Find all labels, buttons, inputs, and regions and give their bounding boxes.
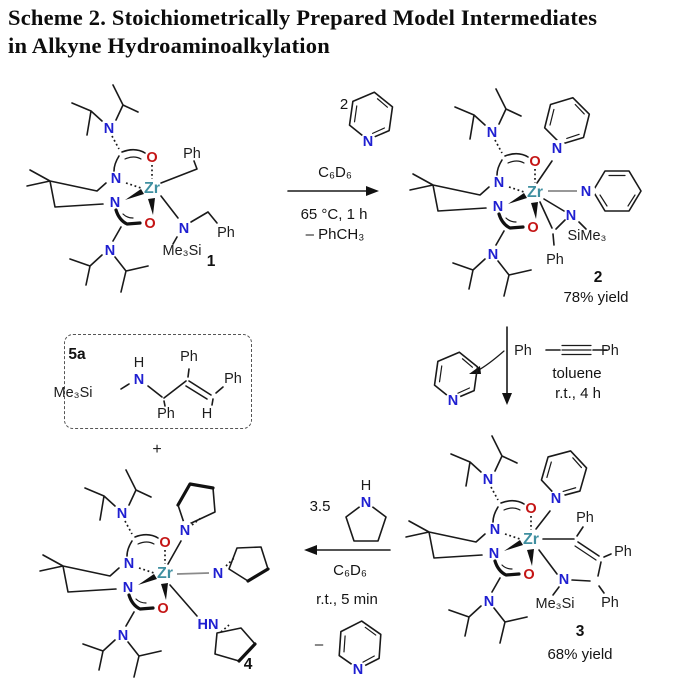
ph-label-c3: Ph: [601, 595, 619, 611]
structure-4-zr-tris-pyrrolidine-complex: N N HN 4: [38, 468, 270, 679]
pyridine-n-label: N: [363, 134, 373, 150]
pyridine-ligand-top: [540, 92, 594, 150]
trimethylsilyl-label: Me₃Si: [54, 385, 93, 401]
pyridine-n-label: N: [551, 491, 561, 507]
arrowhead-byproduct: [469, 366, 481, 374]
byproduct-label: – PhCH₃: [306, 226, 365, 243]
triple-bond: [561, 344, 592, 356]
pyrrolidine-h-label: H: [361, 478, 371, 494]
pyrrolidide-ring-top: [177, 483, 216, 527]
compound-2-number: 2: [594, 269, 603, 286]
compound-5a-number: 5a: [68, 346, 86, 363]
scheme-title-line1: Scheme 2. Stoichiometrically Prepared Mo…: [8, 5, 598, 30]
alkyne-ph-left: Ph: [514, 343, 532, 359]
trimethylsilyl-label: Me₃Si: [536, 596, 575, 612]
silyl-label: SiMe₃: [568, 228, 607, 244]
structure-3-azazirconacycle-complex: N Ph Ph Ph N Me₃Si 3 68% yield: [404, 434, 632, 663]
zr-core-use: [38, 468, 175, 679]
zr-core-use: [404, 434, 541, 645]
compound-3-number: 3: [576, 623, 585, 640]
zr-core-use: [408, 87, 545, 298]
arrowhead-left: [304, 545, 317, 555]
equivalents-label: 3.5: [310, 498, 331, 515]
pyrrolidide-ring-right: [228, 546, 269, 582]
conditions-label: 65 °C, 1 h: [301, 206, 368, 223]
metallacycle-n-label: N: [559, 572, 569, 588]
ph-label-top: Ph: [180, 349, 198, 365]
trimethylsilyl-label: Me₃Si: [163, 243, 202, 259]
ph-label-c2: Ph: [614, 544, 632, 560]
scheme-title-line2: in Alkyne Hydroaminoalkylation: [8, 33, 330, 58]
nh-h-label: H: [134, 355, 144, 371]
solvent-label: toluene: [552, 365, 601, 382]
conditions-label: r.t., 5 min: [316, 591, 378, 608]
compound-3-yield: 68% yield: [547, 646, 612, 663]
solvent-label: C₆D₆: [333, 562, 367, 579]
minus-sign: –: [315, 636, 324, 653]
structure-1-zr-benzyl-amide-complex: N O N N O N Zr Ph N Me₃Si Ph 1: [25, 83, 235, 294]
ph-label-c1: Ph: [576, 510, 594, 526]
amine-hn-label: HN: [198, 617, 219, 633]
zr-core-use: [25, 83, 162, 294]
pyridine-n-label: N: [353, 662, 363, 678]
solvent-label: C₆D₆: [318, 164, 352, 181]
alkyne-ph-right: Ph: [601, 343, 619, 359]
pyrrolidine-n-label: N: [361, 495, 371, 511]
equivalents-label: 2: [340, 96, 348, 113]
compound-1-number: 1: [207, 253, 216, 270]
ph-label-bottom: Ph: [157, 406, 175, 422]
compound-2-yield: 78% yield: [563, 289, 628, 306]
arrowhead-right: [366, 186, 379, 196]
reaction-arrow-2: N Ph Ph toluene r.t., 4 h: [432, 326, 619, 409]
structure-5a-allylamine: 5a H N Me₃Si Ph Ph H Ph: [54, 346, 242, 422]
benzyl-ph-label: Ph: [183, 146, 201, 162]
pyridine-n-label: N: [448, 393, 458, 409]
reaction-arrow-3: 3.5 N H C₆D₆ r.t., 5 min – N: [304, 478, 391, 678]
arrowhead-down: [502, 393, 512, 405]
benzylamide-ph-label: Ph: [217, 225, 235, 241]
compound-5a-box: 5a H N Me₃Si Ph Ph H Ph: [54, 334, 252, 429]
pyridine-n-label: N: [552, 141, 562, 157]
reaction-arrow-1: 2 N C₆D₆ 65 °C, 1 h – PhCH₃: [287, 88, 395, 243]
plus-sign: +: [152, 441, 162, 458]
ph-label: Ph: [546, 252, 564, 268]
metallacycle-n-label: N: [566, 208, 576, 224]
pyridine-ligand-right: [592, 170, 642, 212]
pyridine-ligand: [537, 444, 591, 504]
pyrrolidide-n-label: N: [180, 523, 190, 539]
pyrrolidide-n-label: N: [213, 566, 223, 582]
pyridine-n-label: N: [581, 184, 591, 200]
amide-n-label: N: [179, 221, 189, 237]
vinyl-h-label: H: [202, 406, 212, 422]
conditions-label: r.t., 4 h: [555, 385, 601, 402]
structure-2-zr-bis-pyridine-complex: N N N SiMe₃ Ph 2 78% yield: [408, 87, 642, 306]
compound-4-number: 4: [244, 656, 253, 673]
ph-label-right: Ph: [224, 371, 242, 387]
amine-n-label: N: [134, 372, 144, 388]
scheme-title: Scheme 2. Stoichiometrically Prepared Mo…: [8, 4, 684, 60]
